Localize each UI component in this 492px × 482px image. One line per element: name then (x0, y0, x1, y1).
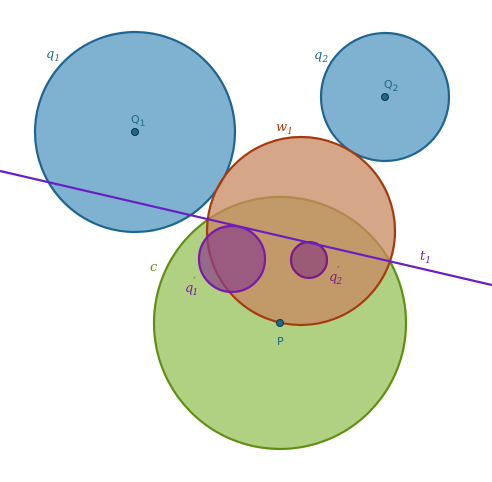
label-Q2: Q2 (384, 78, 398, 94)
circle-q1-prime[interactable] (197, 224, 267, 294)
label-w1: w1 (276, 120, 293, 137)
point-P[interactable] (276, 319, 284, 327)
label-q2-prime: q′ 2 (329, 266, 342, 287)
label-t1: t1 (420, 249, 431, 266)
label-Q1: Q1 (131, 113, 145, 129)
label-P: P (277, 335, 284, 348)
label-c: c (150, 260, 158, 275)
label-q1-prime: q′ 1 (185, 277, 198, 298)
point-Q1[interactable] (131, 128, 139, 136)
point-Q2[interactable] (381, 93, 389, 101)
circle-q2-prime[interactable] (289, 240, 329, 280)
label-q2: q2 (314, 48, 328, 65)
label-q1: q1 (46, 47, 60, 64)
line-t1[interactable] (0, 169, 492, 287)
